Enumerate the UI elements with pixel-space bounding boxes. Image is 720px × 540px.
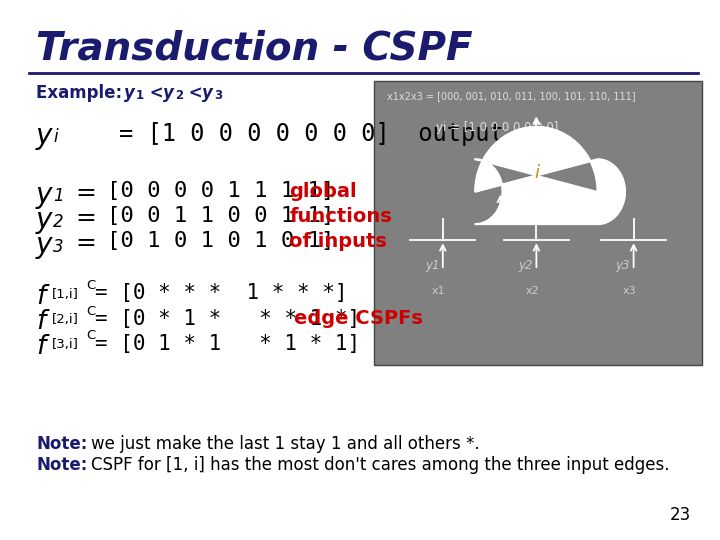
Text: =: = — [76, 206, 96, 230]
Text: 1: 1 — [136, 89, 144, 102]
Text: =: = — [76, 231, 96, 255]
Text: y: y — [202, 84, 212, 102]
FancyBboxPatch shape — [374, 81, 702, 364]
Text: [3,i]: [3,i] — [52, 338, 78, 351]
Text: = [0 * 1 *   * * 1 *]: = [0 * 1 * * * 1 *] — [95, 309, 360, 329]
Text: i: i — [534, 164, 539, 182]
Text: [1,i]: [1,i] — [52, 288, 78, 301]
Text: <: < — [183, 84, 208, 102]
Text: = [0 1 * 1   * 1 * 1]: = [0 1 * 1 * 1 * 1] — [95, 334, 360, 354]
Text: C: C — [86, 305, 96, 318]
Text: y3: y3 — [616, 259, 630, 272]
Text: = [0 * * *  1 * * *]: = [0 * * * 1 * * *] — [95, 284, 348, 303]
Text: y: y — [36, 122, 53, 150]
Text: [2,i]: [2,i] — [52, 313, 78, 326]
Text: functions: functions — [289, 207, 392, 226]
Text: Transduction - CSPF: Transduction - CSPF — [36, 30, 472, 68]
Text: Example:: Example: — [36, 84, 128, 102]
Text: x3: x3 — [623, 286, 636, 296]
Text: i: i — [53, 128, 58, 146]
Text: [0 0 0 0 1 1 1 1]: [0 0 0 0 1 1 1 1] — [107, 181, 334, 201]
Text: of inputs: of inputs — [289, 232, 387, 251]
Text: we just make the last 1 stay 1 and all others *.: we just make the last 1 stay 1 and all o… — [91, 435, 480, 453]
Text: f: f — [36, 284, 45, 309]
Text: x1x2x3 = [000, 001, 010, 011, 100, 101, 110, 111]: x1x2x3 = [000, 001, 010, 011, 100, 101, … — [387, 91, 636, 101]
Text: 23: 23 — [670, 506, 691, 524]
Text: C: C — [86, 279, 96, 292]
Text: [0 0 1 1 0 0 1 1]: [0 0 1 1 0 0 1 1] — [107, 206, 334, 226]
Polygon shape — [475, 127, 625, 224]
Text: y: y — [124, 84, 135, 102]
Text: 2: 2 — [53, 213, 64, 231]
Text: <: < — [144, 84, 169, 102]
Text: y: y — [36, 181, 53, 209]
Text: CSPF for [1, i] has the most don't cares among the three input edges.: CSPF for [1, i] has the most don't cares… — [91, 456, 669, 474]
Text: Note:: Note: — [36, 435, 87, 453]
Text: global: global — [289, 182, 357, 201]
Text: C: C — [86, 329, 96, 342]
Text: y: y — [163, 84, 174, 102]
Text: f: f — [36, 334, 45, 360]
Text: y: y — [36, 231, 53, 259]
Text: x2: x2 — [526, 286, 539, 296]
Text: 3: 3 — [53, 238, 64, 255]
Text: y2: y2 — [518, 259, 533, 272]
Text: Note:: Note: — [36, 456, 87, 474]
Text: 3: 3 — [214, 89, 222, 102]
Text: 1: 1 — [53, 187, 64, 205]
Text: yi = [1 0 0 0 0 0 0 0]: yi = [1 0 0 0 0 0 0 0] — [436, 122, 558, 134]
Text: y: y — [36, 206, 53, 234]
Text: [0 1 0 1 0 1 0 1]: [0 1 0 1 0 1 0 1] — [107, 231, 334, 251]
Text: f: f — [36, 309, 45, 335]
Text: y1: y1 — [425, 259, 439, 272]
Text: edge CSPFs: edge CSPFs — [294, 309, 423, 328]
Text: x1: x1 — [432, 286, 446, 296]
Text: 2: 2 — [175, 89, 183, 102]
Text: = [1 0 0 0 0 0 0 0]  output: = [1 0 0 0 0 0 0 0] output — [119, 122, 503, 145]
Text: =: = — [76, 181, 96, 205]
